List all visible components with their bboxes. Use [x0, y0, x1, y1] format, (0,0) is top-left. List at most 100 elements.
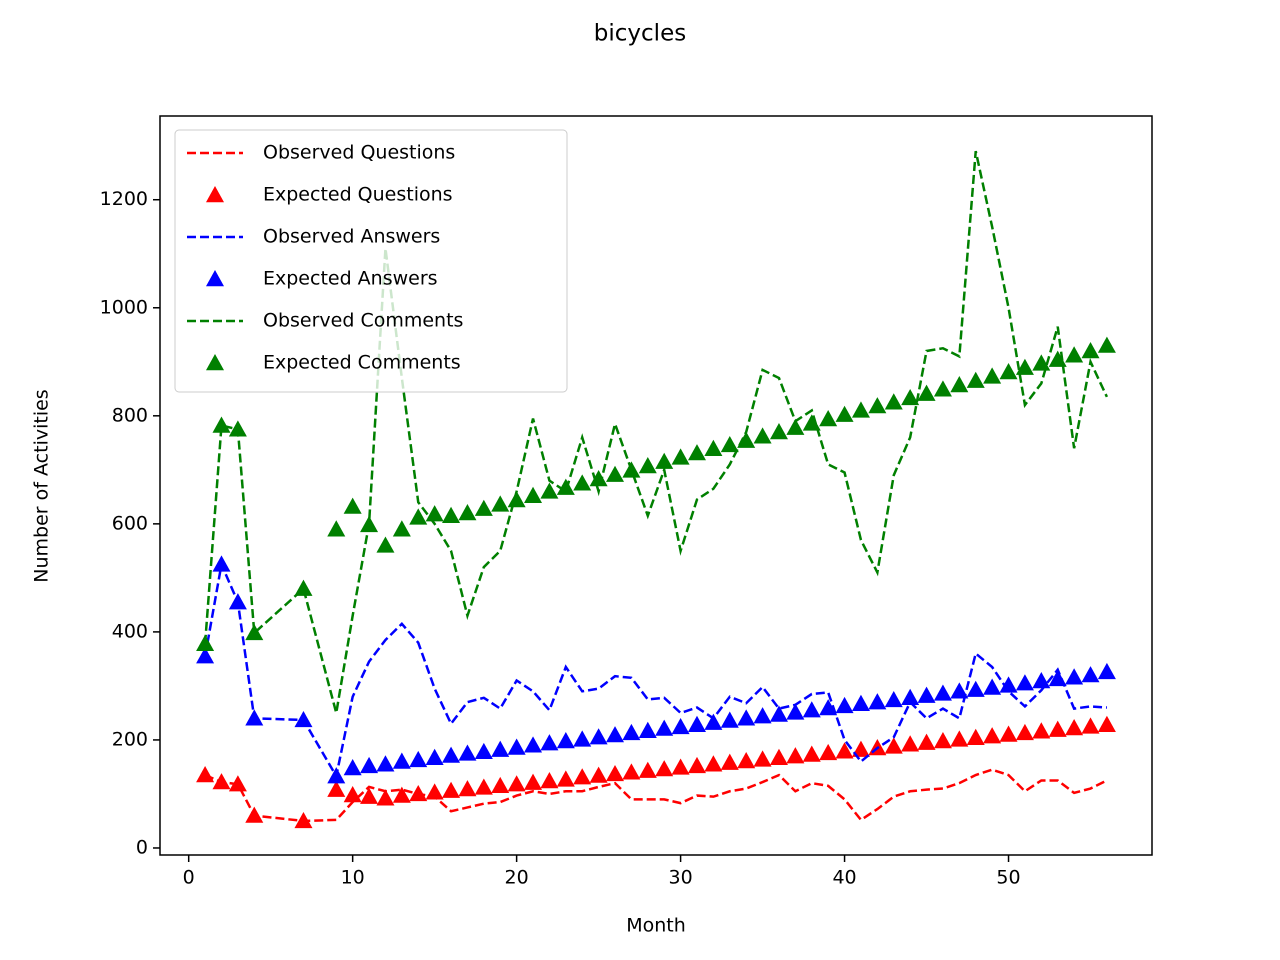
marker [491, 776, 510, 794]
y-tick-label: 200 [112, 728, 148, 750]
marker [933, 684, 952, 701]
marker [589, 728, 608, 745]
marker [753, 427, 772, 444]
marker [442, 506, 461, 523]
marker [835, 696, 854, 714]
marker [360, 787, 379, 804]
marker [917, 686, 936, 703]
marker [983, 678, 1002, 695]
marker [524, 486, 543, 503]
legend-swatch [206, 354, 224, 371]
x-tick-label: 0 [183, 867, 195, 889]
marker [966, 680, 985, 697]
marker [228, 420, 247, 437]
marker [1015, 358, 1034, 375]
marker [376, 789, 395, 806]
marker [966, 371, 985, 388]
marker [950, 376, 969, 393]
marker [704, 755, 723, 772]
marker [638, 761, 657, 778]
marker [655, 760, 674, 777]
marker [950, 730, 969, 747]
marker [491, 495, 510, 512]
marker [638, 721, 657, 738]
marker [245, 709, 264, 726]
marker [638, 457, 657, 474]
marker [458, 504, 477, 521]
x-tick-label: 20 [505, 867, 529, 889]
marker [606, 726, 625, 743]
marker [589, 470, 608, 487]
marker [917, 384, 936, 401]
marker [786, 747, 805, 764]
x-tick-label: 40 [832, 867, 856, 889]
y-axis-label: Number of Activities [31, 389, 53, 582]
marker [884, 690, 903, 708]
plot-frame [159, 115, 1153, 856]
marker [294, 579, 313, 596]
marker [376, 755, 395, 772]
marker [687, 715, 706, 733]
marker [671, 717, 690, 735]
marker [474, 499, 493, 516]
marker [294, 710, 313, 728]
marker [458, 780, 477, 797]
marker [1065, 719, 1084, 736]
marker [360, 515, 379, 533]
marker [983, 367, 1002, 384]
marker [589, 766, 608, 783]
y-tick-label: 1000 [100, 296, 148, 318]
marker [950, 682, 969, 699]
marker [1032, 722, 1051, 739]
x-tick-label: 10 [341, 867, 365, 889]
marker [802, 701, 821, 718]
marker [704, 439, 723, 456]
series-line [204, 768, 1108, 823]
marker [622, 763, 641, 780]
marker [769, 423, 788, 440]
marker [573, 474, 592, 491]
marker [442, 746, 461, 763]
legend-label: Expected Answers [263, 268, 438, 290]
marker [1081, 341, 1100, 359]
marker [507, 491, 526, 508]
marker [655, 452, 674, 469]
marker [409, 784, 428, 802]
marker [901, 388, 920, 406]
y-tick-label: 1200 [100, 188, 148, 210]
marker [458, 744, 477, 761]
marker [868, 693, 887, 710]
y-tick-label: 800 [112, 404, 148, 426]
marker [212, 773, 231, 790]
marker [737, 709, 756, 726]
marker [753, 707, 772, 724]
marker [835, 405, 854, 422]
marker [966, 728, 985, 745]
marker [524, 736, 543, 753]
marker [933, 380, 952, 397]
marker [1032, 354, 1051, 371]
marker [868, 397, 887, 414]
marker [196, 634, 215, 651]
marker [474, 778, 493, 795]
marker [409, 508, 428, 525]
marker [507, 738, 526, 755]
marker [769, 705, 788, 722]
marker [1097, 715, 1116, 733]
marker [999, 676, 1018, 693]
marker [1097, 662, 1116, 680]
marker [425, 783, 444, 800]
marker [983, 727, 1002, 744]
marker [196, 766, 215, 783]
marker [212, 555, 231, 572]
marker [245, 806, 264, 823]
y-tick-label: 600 [112, 512, 148, 534]
marker [425, 748, 444, 765]
marker [409, 750, 428, 768]
marker [327, 767, 346, 784]
marker [540, 734, 559, 751]
marker [884, 393, 903, 410]
marker [507, 775, 526, 792]
legend-swatch [206, 270, 224, 287]
